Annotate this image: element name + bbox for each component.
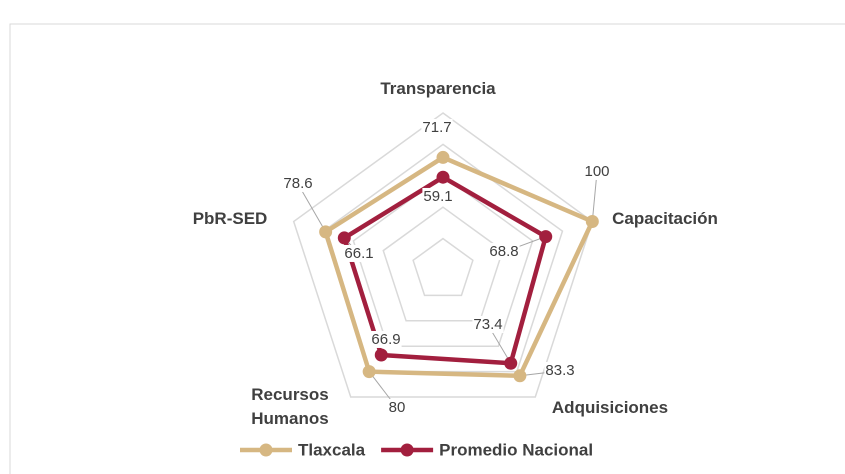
- data-label-bg: [583, 162, 611, 180]
- category-label: Adquisiciones: [551, 398, 669, 417]
- data-label: 100: [584, 163, 609, 180]
- data-label: 66.9: [371, 331, 400, 348]
- marker: [513, 369, 527, 383]
- data-label-bg: [488, 242, 520, 260]
- series-line: [342, 174, 548, 366]
- marker: [337, 231, 351, 245]
- marker: [504, 356, 518, 370]
- grid-ring: [412, 237, 474, 297]
- data-label: 73.4: [473, 316, 502, 333]
- data-label-bg: [343, 244, 375, 262]
- marker: [539, 230, 553, 244]
- data-label-bg: [282, 174, 314, 192]
- data-label-bg: [422, 187, 454, 205]
- marker: [319, 225, 333, 239]
- category-label: PbR-SED: [192, 209, 268, 228]
- marker: [585, 214, 599, 228]
- data-label: 80: [389, 399, 406, 416]
- leader-line: [591, 171, 598, 222]
- data-label-bg: [421, 118, 453, 136]
- grid-ring: [352, 174, 534, 347]
- category-label: Capacitación: [612, 209, 718, 228]
- grid-ring: [292, 112, 594, 398]
- data-label-bg: [387, 398, 407, 416]
- marker: [436, 150, 450, 164]
- grid-ring: [382, 206, 504, 322]
- data-label-bg: [472, 315, 504, 333]
- legend-label: Tlaxcala: [298, 440, 366, 459]
- data-label: 78.6: [283, 175, 312, 192]
- data-label-bg: [544, 361, 576, 379]
- data-label: 68.8: [489, 243, 518, 260]
- data-label: 71.7: [422, 119, 451, 136]
- data-label-bg: [370, 330, 402, 348]
- legend-marker: [400, 443, 414, 457]
- legend-label: Promedio Nacional: [439, 440, 593, 459]
- category-label: Recursos Humanos: [251, 385, 329, 428]
- category-label: Transparencia: [380, 79, 496, 98]
- legend-marker: [259, 443, 273, 457]
- data-label: 66.1: [344, 245, 373, 262]
- series-line: [323, 155, 595, 379]
- data-label: 59.1: [423, 188, 452, 205]
- chart-frame: [9, 23, 845, 474]
- marker: [362, 365, 376, 379]
- data-label: 83.3: [545, 362, 574, 379]
- marker: [436, 170, 450, 184]
- leader-line: [297, 183, 327, 233]
- marker: [374, 348, 388, 362]
